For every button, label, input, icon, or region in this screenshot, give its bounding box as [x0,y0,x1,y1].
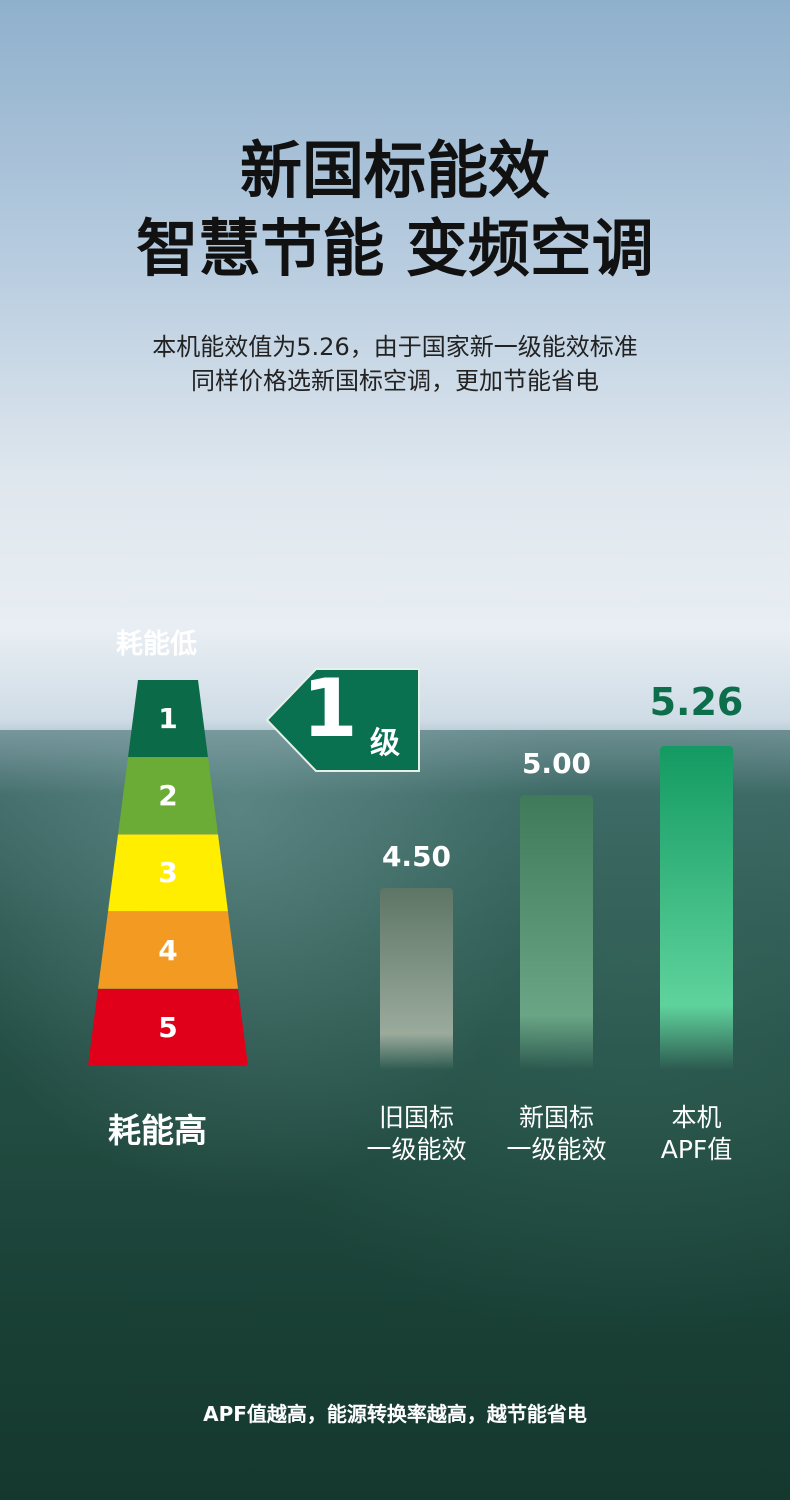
bar-2 [520,794,593,1070]
energy-level-1: 1 [128,680,208,758]
category-line: 一级能效 [506,1135,607,1164]
high-consumption-label: 耗能高 [108,1111,207,1150]
badge-unit: 级 [370,726,400,761]
energy-level-number: 5 [158,1010,178,1044]
bar-value-label: 4.50 [381,840,452,873]
subtitle-line-2: 同样价格选新国标空调，更加节能省电 [191,367,599,395]
subtitle-line-1: 本机能效值为5.26，由于国家新一级能效标准 [152,333,638,361]
title-line-1: 新国标能效 [239,134,550,207]
bar-1 [380,888,453,1070]
category-line: 一级能效 [366,1135,467,1164]
low-consumption-label: 耗能低 [116,629,197,660]
category-line: 本机 [671,1103,722,1132]
energy-level-number: 2 [158,779,178,813]
apf-bar-chart: 4.50 旧国标一级能效 5.00 新国标一级能效 5.26 本机 APF值 [347,680,767,1166]
energy-level-2: 2 [118,757,218,835]
footer-note: APF值越高，能源转换率越高，越节能省电 [203,1402,587,1426]
energy-level-ladder: 1 2 3 4 5 [86,680,250,1066]
badge-number: 1 [302,662,358,755]
bar-value-label: 5.26 [649,680,744,724]
category-line: 新国标 [518,1103,594,1132]
energy-level-number: 1 [158,702,178,736]
energy-level-4: 4 [98,911,238,989]
badge-arrow-shape [265,668,420,772]
bar-category-label: 本机 APF值 [627,1102,767,1166]
bar-value-label: 5.00 [521,746,592,780]
category-line: APF值 [660,1135,733,1164]
bar-category-label: 新国标 一级能效 [487,1102,627,1166]
level-1-badge: 1 级 [265,662,420,772]
category-line: 旧国标 [378,1103,454,1132]
bar-category-label: 旧国标 一级能效 [347,1102,487,1166]
energy-level-5: 5 [88,988,248,1066]
title-line-2: 智慧节能 变频空调 [136,212,654,285]
energy-level-number: 3 [158,856,178,890]
energy-level-3: 3 [108,834,228,912]
bar-3 [660,746,733,1070]
energy-level-number: 4 [158,933,178,967]
